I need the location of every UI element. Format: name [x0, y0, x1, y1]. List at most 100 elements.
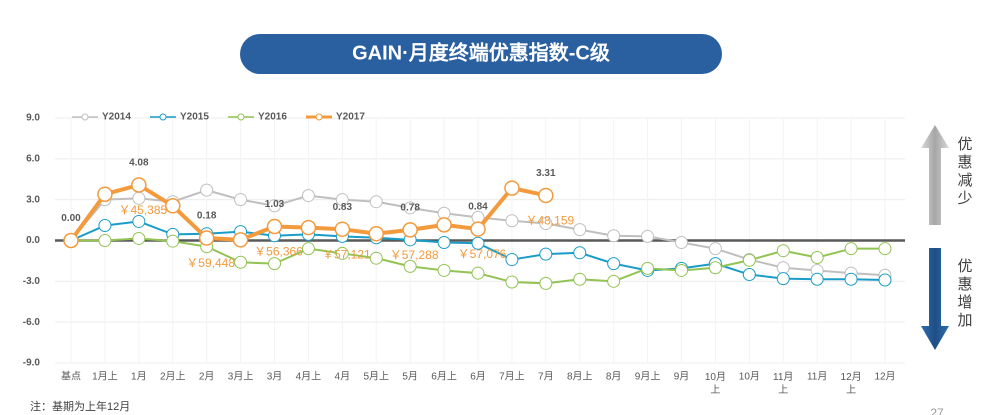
price-label: ￥57,076: [458, 247, 507, 261]
legend-label: Y2015: [180, 112, 209, 123]
legend-label: Y2016: [258, 112, 287, 123]
point: [708, 242, 722, 256]
legend-marker: [159, 113, 167, 121]
point: [234, 255, 248, 269]
point: [437, 236, 451, 250]
x-tick-label: 基点: [61, 370, 81, 383]
legend-marker: [315, 113, 323, 121]
x-tick-label: 7月上: [499, 371, 525, 383]
chart-title: GAIN·月度终端优惠指数-C级: [352, 40, 610, 64]
point: [268, 199, 281, 213]
point: [98, 219, 112, 233]
point: [436, 217, 452, 233]
down-arrow: [921, 248, 949, 350]
point: [471, 266, 485, 280]
price-label: ￥57,121: [322, 247, 371, 261]
y-tick-label: 3.0: [26, 194, 40, 205]
point: [573, 223, 587, 237]
data-label: 0.83: [333, 202, 353, 213]
point: [131, 177, 147, 193]
point: [335, 246, 349, 260]
point: [165, 198, 181, 214]
data-label: 0.18: [197, 211, 217, 222]
x-tick-label: 3月: [267, 371, 283, 383]
point: [878, 273, 892, 287]
point: [539, 276, 553, 290]
point: [641, 261, 655, 275]
x-tick-label: 1月上: [92, 371, 118, 383]
x-tick-label: 12月上: [841, 371, 862, 396]
point: [607, 257, 621, 271]
x-tick-label: 4月上: [296, 371, 322, 383]
point: [810, 272, 824, 286]
point: [742, 253, 756, 267]
y-tick-label: 6.0: [26, 153, 40, 164]
data-label: 3.31: [536, 168, 556, 179]
point: [98, 234, 112, 247]
point: [742, 268, 756, 282]
point: [538, 187, 554, 204]
x-tick-label: 6月: [470, 371, 486, 383]
data-label: 0.00: [61, 213, 81, 224]
point: [234, 193, 248, 207]
price-label: ￥56,366: [254, 245, 303, 259]
y-tick-label: -9.0: [23, 358, 41, 369]
x-tick-label: 11月: [807, 371, 827, 383]
price-label: ￥48,159: [525, 214, 574, 228]
legend-marker: [81, 113, 89, 121]
side-label-down: 优惠增加: [957, 258, 972, 329]
point: [334, 221, 351, 237]
point: [470, 221, 486, 237]
x-tick-label: 7月: [538, 371, 554, 383]
point: [301, 242, 315, 256]
point: [301, 189, 315, 203]
point: [675, 236, 688, 250]
point: [573, 272, 587, 286]
point: [402, 222, 418, 238]
plot: 9.0 6.0 3.0 0.0 -3.0 -6.0 -9.0 基点 1月上 1月 2月上 2月 3月上 3…: [23, 112, 905, 396]
point: [675, 263, 688, 277]
point: [776, 244, 790, 258]
point: [403, 259, 417, 273]
point: [708, 261, 722, 275]
point: [437, 263, 451, 277]
point: [335, 193, 349, 207]
point: [300, 219, 317, 236]
legend-label: Y2014: [102, 112, 131, 123]
x-tick-label: 9月: [674, 371, 690, 383]
point: [505, 214, 519, 228]
data-label: 4.08: [129, 158, 149, 169]
point: [844, 242, 858, 256]
point: [776, 272, 790, 286]
legend-label: Y2017: [336, 112, 365, 123]
legend-marker: [237, 113, 245, 121]
point: [132, 214, 146, 228]
note: 注：基期为上年12月: [30, 399, 130, 413]
point: [200, 183, 214, 197]
point: [97, 186, 113, 202]
x-tick-label: 8月上: [567, 371, 593, 383]
point: [63, 232, 79, 249]
point: [844, 272, 858, 286]
point: [607, 229, 621, 243]
up-arrow: [921, 125, 949, 225]
point: [539, 216, 553, 230]
point: [641, 229, 655, 243]
point: [607, 274, 621, 288]
price-label: ￥59,448: [186, 256, 235, 270]
point: [403, 201, 417, 215]
price-label: ￥57,288: [390, 248, 439, 262]
point: [268, 257, 281, 271]
point: [369, 251, 383, 265]
x-tick-label: 10月: [739, 371, 760, 383]
y-tick-label: -3.0: [23, 276, 41, 287]
x-tick-label: 5月: [402, 371, 418, 383]
point: [368, 225, 384, 242]
point: [505, 253, 519, 267]
x-tick-label: 4月: [335, 371, 351, 383]
point: [166, 234, 180, 248]
page-number: 27: [930, 406, 944, 415]
x-tick-label: 12月: [874, 371, 895, 383]
point: [539, 247, 553, 261]
